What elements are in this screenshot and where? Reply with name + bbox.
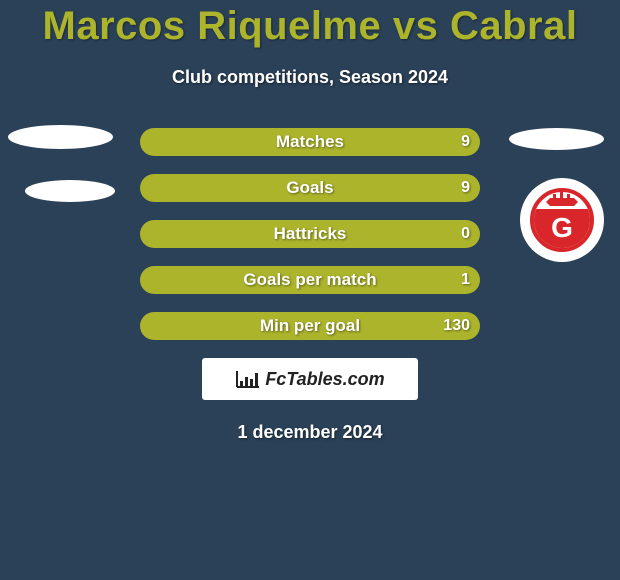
stat-value-right: 130 [443,317,470,335]
watermark-text: FcTables.com [265,369,384,390]
stat-row-goals: Goals 9 [140,174,480,202]
watermark: FcTables.com [235,369,384,390]
stat-label: Hattricks [140,224,480,244]
stat-label: Goals [140,178,480,198]
stat-row-goals-per-match: Goals per match 1 [140,266,480,294]
stat-rows: Matches 9 Goals 9 Hattricks 0 Goals per … [0,128,620,340]
page-title: Marcos Riquelme vs Cabral [0,0,620,49]
stat-value-right: 1 [461,271,470,289]
stat-label: Matches [140,132,480,152]
stat-value-right: 0 [461,225,470,243]
stat-label: Goals per match [140,270,480,290]
stat-row-hattricks: Hattricks 0 [140,220,480,248]
page-subtitle: Club competitions, Season 2024 [0,67,620,88]
stat-row-matches: Matches 9 [140,128,480,156]
stat-value-right: 9 [461,133,470,151]
footer-date: 1 december 2024 [0,422,620,443]
stat-label: Min per goal [140,316,480,336]
bar-chart-icon [235,369,261,389]
stat-value-right: 9 [461,179,470,197]
comparison-infographic: Marcos Riquelme vs Cabral Club competiti… [0,0,620,580]
stat-row-min-per-goal: Min per goal 130 [140,312,480,340]
watermark-box: FcTables.com [202,358,418,400]
